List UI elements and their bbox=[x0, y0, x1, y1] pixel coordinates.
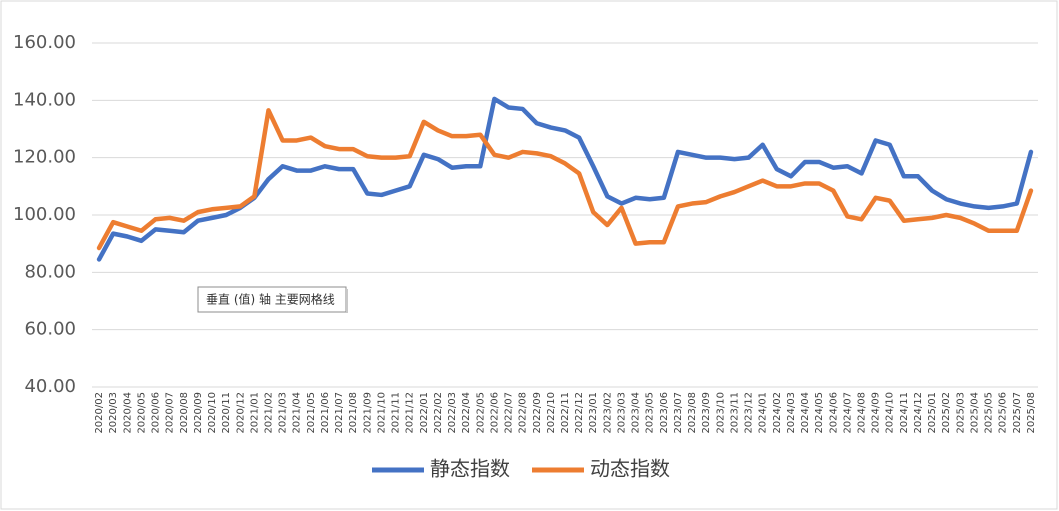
x-tick-label: 2020/08 bbox=[179, 392, 190, 434]
x-tick-label: 2024/11 bbox=[899, 392, 910, 434]
x-tick-label: 2021/02 bbox=[263, 392, 274, 434]
x-tick-label: 2022/09 bbox=[532, 392, 543, 434]
x-tick-label: 2021/07 bbox=[334, 392, 345, 434]
y-tick-label: 140.00 bbox=[13, 89, 76, 110]
y-tick-label: 100.00 bbox=[13, 204, 76, 225]
x-tick-label: 2022/04 bbox=[461, 392, 472, 434]
y-tick-label: 120.00 bbox=[13, 147, 76, 168]
x-tick-label: 2022/08 bbox=[518, 392, 529, 434]
series-line bbox=[96, 108, 1034, 251]
x-tick-label: 2021/09 bbox=[362, 392, 373, 434]
x-tick-label: 2022/10 bbox=[546, 392, 557, 434]
x-tick-label: 2023/05 bbox=[645, 392, 656, 434]
x-tick-label: 2024/03 bbox=[786, 392, 797, 434]
x-tick-label: 2024/12 bbox=[913, 392, 924, 434]
x-tick-label: 2021/04 bbox=[292, 392, 303, 434]
x-tick-label: 2020/09 bbox=[193, 392, 204, 434]
x-tick-label: 2022/07 bbox=[504, 392, 515, 434]
x-tick-label: 2023/07 bbox=[673, 392, 684, 434]
x-tick-label: 2024/01 bbox=[758, 392, 769, 434]
x-tick-label: 2024/08 bbox=[857, 392, 868, 434]
x-tick-label: 2022/12 bbox=[574, 392, 585, 434]
x-tick-label: 2024/10 bbox=[885, 392, 896, 434]
x-tick-label: 2024/02 bbox=[772, 392, 783, 434]
legend-label: 静态指数 bbox=[430, 457, 510, 481]
y-tick-label: 80.00 bbox=[24, 261, 76, 282]
x-tick-label: 2020/11 bbox=[221, 392, 232, 434]
x-tick-label: 2025/04 bbox=[969, 392, 980, 434]
x-tick-label: 2020/06 bbox=[151, 392, 162, 434]
x-tick-label: 2020/10 bbox=[207, 392, 218, 434]
x-tick-label: 2025/06 bbox=[998, 392, 1009, 434]
x-tick-label: 2024/05 bbox=[814, 392, 825, 434]
x-tick-label: 2023/11 bbox=[729, 392, 740, 434]
y-tick-label: 160.00 bbox=[13, 32, 76, 53]
x-tick-label: 2020/05 bbox=[136, 392, 147, 434]
x-tick-label: 2023/06 bbox=[659, 392, 670, 434]
x-tick-label: 2020/07 bbox=[165, 392, 176, 434]
x-tick-label: 2020/12 bbox=[235, 392, 246, 434]
x-tick-label: 2021/08 bbox=[348, 392, 359, 434]
x-tick-label: 2023/12 bbox=[744, 392, 755, 434]
x-tick-label: 2023/08 bbox=[687, 392, 698, 434]
x-tick-label: 2025/03 bbox=[955, 392, 966, 434]
x-tick-label: 2020/04 bbox=[122, 392, 133, 434]
x-tick-label: 2024/04 bbox=[800, 392, 811, 434]
x-tick-label: 2023/02 bbox=[602, 392, 613, 434]
y-tick-label: 40.00 bbox=[24, 376, 76, 397]
x-tick-label: 2022/03 bbox=[447, 392, 458, 434]
x-tick-label: 2021/10 bbox=[376, 392, 387, 434]
x-tick-label: 2023/04 bbox=[631, 392, 642, 434]
x-tick-label: 2022/01 bbox=[419, 392, 430, 434]
x-tick-label: 2023/10 bbox=[715, 392, 726, 434]
x-tick-label: 2024/09 bbox=[871, 392, 882, 434]
x-tick-label: 2024/06 bbox=[828, 392, 839, 434]
x-tick-label: 2025/01 bbox=[927, 392, 938, 434]
x-tick-label: 2023/03 bbox=[616, 392, 627, 434]
x-tick-label: 2021/01 bbox=[249, 392, 260, 434]
x-tick-label: 2024/07 bbox=[842, 392, 853, 434]
x-tick-label: 2025/07 bbox=[1012, 392, 1023, 434]
x-tick-label: 2020/02 bbox=[94, 392, 105, 434]
y-tick-label: 60.00 bbox=[24, 319, 76, 340]
x-tick-label: 2025/02 bbox=[941, 392, 952, 434]
x-tick-label: 2022/02 bbox=[433, 392, 444, 434]
tooltip-box bbox=[197, 286, 347, 313]
x-tick-label: 2021/06 bbox=[320, 392, 331, 434]
x-tick-label: 2023/01 bbox=[588, 392, 599, 434]
x-tick-label: 2021/11 bbox=[391, 392, 402, 434]
x-tick-label: 2021/03 bbox=[278, 392, 289, 434]
x-tick-label: 2025/05 bbox=[984, 392, 995, 434]
x-tick-label: 2020/03 bbox=[108, 392, 119, 434]
x-tick-label: 2023/09 bbox=[701, 392, 712, 434]
tooltip-text: 垂直 (值) 轴 主要网格线 bbox=[206, 292, 335, 307]
x-tick-label: 2021/12 bbox=[405, 392, 416, 434]
x-tick-label: 2022/06 bbox=[489, 392, 500, 434]
x-tick-label: 2025/08 bbox=[1026, 392, 1037, 434]
legend-label: 动态指数 bbox=[590, 457, 670, 481]
x-tick-label: 2022/05 bbox=[475, 392, 486, 434]
x-tick-label: 2021/05 bbox=[306, 392, 317, 434]
x-tick-label: 2022/11 bbox=[560, 392, 571, 434]
